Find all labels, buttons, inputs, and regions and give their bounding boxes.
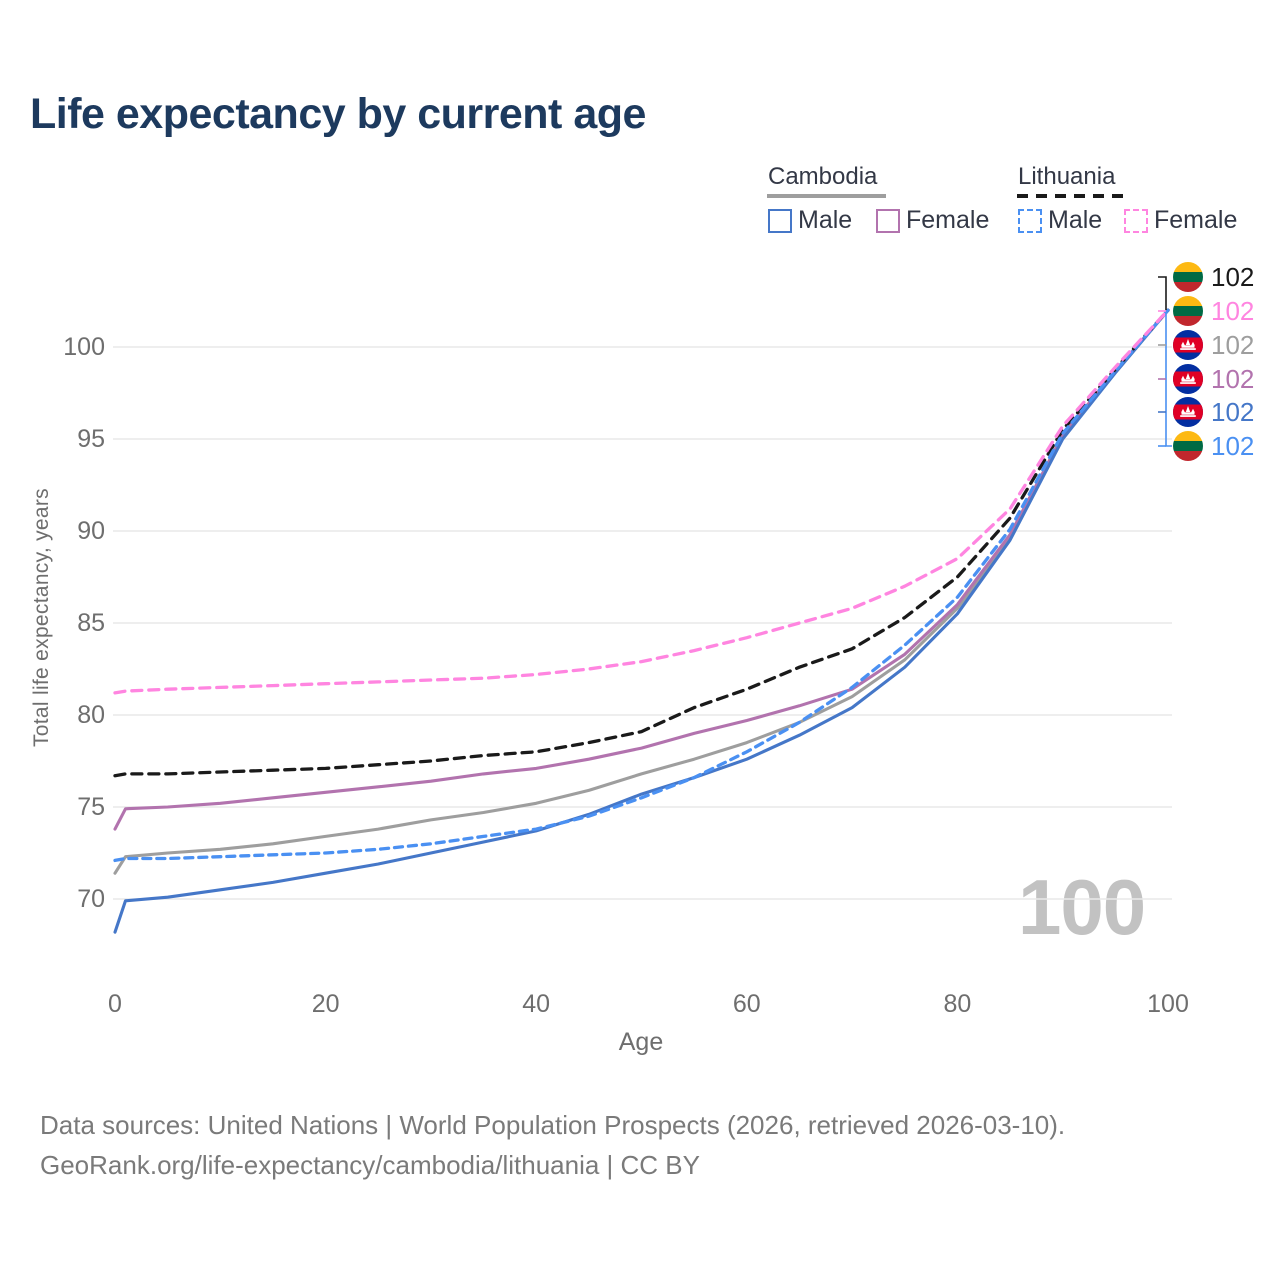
y-tick-label: 95 <box>77 425 105 453</box>
series-end-label-cambodia-both-sexes: 102 <box>1173 330 1254 360</box>
lithuania-flag-image <box>1173 262 1203 292</box>
cambodia-flag-icon <box>1173 364 1203 394</box>
series-end-label-lithuania-male: 102 <box>1173 431 1254 461</box>
series-end-label-lithuania-both-sexes: 102 <box>1173 262 1254 292</box>
legend-group-lithuania[interactable]: Lithuania <box>1018 163 1116 190</box>
lithuania-flag-icon <box>1173 296 1203 326</box>
x-tick-label: 20 <box>311 990 340 1018</box>
lithuania-flag-icon <box>1173 431 1203 461</box>
x-axis-title: Age <box>618 1028 664 1056</box>
lithuania-flag-icon <box>1173 262 1203 292</box>
cambodia-flag-image <box>1173 330 1203 360</box>
y-tick-label: 90 <box>77 517 105 545</box>
x-tick-label: 0 <box>108 990 122 1018</box>
legend-item-label: Male <box>798 206 853 234</box>
end-value-label: 102 <box>1211 330 1255 360</box>
lithuania-female-swatch-icon <box>1124 208 1148 233</box>
legend-group-cambodia[interactable]: Cambodia <box>768 163 878 190</box>
legend-item-lithuania-female[interactable]: Female <box>1124 206 1237 235</box>
series-line-lithuania-female[interactable] <box>113 308 1170 695</box>
y-tick-label: 85 <box>77 609 105 637</box>
series-line-lithuania-male[interactable] <box>113 308 1170 863</box>
end-label-connector <box>1158 276 1167 310</box>
page-title: Life expectancy by current age <box>30 90 646 138</box>
y-axis-title: Total life expectancy, years <box>30 488 53 748</box>
series-line-cambodia-male[interactable] <box>113 308 1170 934</box>
cambodia-female-swatch-icon <box>876 208 900 233</box>
legend-item-cambodia-female[interactable]: Female <box>876 206 989 235</box>
series-end-label-lithuania-female: 102 <box>1173 296 1254 326</box>
cambodia-flag-image <box>1173 397 1203 427</box>
series-line-cambodia-both-sexes[interactable] <box>113 308 1170 875</box>
series-end-label-cambodia-male: 102 <box>1173 397 1254 427</box>
end-label-connector <box>1165 310 1172 447</box>
y-axis-ticks: 70 75 80 85 90 95 100 <box>0 0 105 1280</box>
end-value-label: 102 <box>1211 397 1255 427</box>
data-sources-text: Data sources: United Nations | World Pop… <box>40 1110 1066 1140</box>
cambodia-flag-icon <box>1173 330 1203 360</box>
cambodia-flag-icon <box>1173 397 1203 427</box>
legend-item-label: Female <box>906 206 990 234</box>
series-line-lithuania-both-sexes[interactable] <box>113 308 1170 778</box>
end-value-label: 102 <box>1211 296 1255 326</box>
legend-item-lithuania-male[interactable]: Male <box>1018 206 1102 235</box>
legend-item-label: Male <box>1048 206 1103 234</box>
end-value-label: 102 <box>1211 262 1255 292</box>
cambodia-line-sample <box>767 194 886 198</box>
lithuania-line-sample <box>1017 194 1129 198</box>
legend-item-label: Female <box>1154 206 1238 234</box>
x-tick-label: 60 <box>732 990 761 1018</box>
series-line-cambodia-female[interactable] <box>113 308 1170 831</box>
x-tick-label: 100 <box>1147 990 1189 1018</box>
y-tick-label: 70 <box>77 885 105 913</box>
end-value-label: 102 <box>1211 364 1255 394</box>
hover-age-watermark: 100 <box>1018 863 1146 951</box>
lithuania-male-swatch-icon <box>1018 208 1042 233</box>
cambodia-flag-image <box>1173 364 1203 394</box>
cambodia-male-swatch-icon <box>768 208 792 233</box>
y-tick-label: 75 <box>77 793 105 821</box>
legend-item-cambodia-male[interactable]: Male <box>768 206 852 235</box>
y-tick-label: 80 <box>77 701 105 729</box>
end-value-label: 102 <box>1211 431 1255 461</box>
lithuania-flag-image <box>1173 296 1203 326</box>
series-end-label-cambodia-female: 102 <box>1173 364 1254 394</box>
attribution-link[interactable]: GeoRank.org/life-expectancy/cambodia/lit… <box>40 1150 700 1180</box>
x-tick-label: 40 <box>522 990 551 1018</box>
lithuania-flag-image <box>1173 431 1203 461</box>
x-tick-label: 80 <box>943 990 972 1018</box>
x-axis-ticks: 0 20 40 60 80 100 <box>0 990 1280 1020</box>
y-tick-label: 100 <box>63 333 105 361</box>
